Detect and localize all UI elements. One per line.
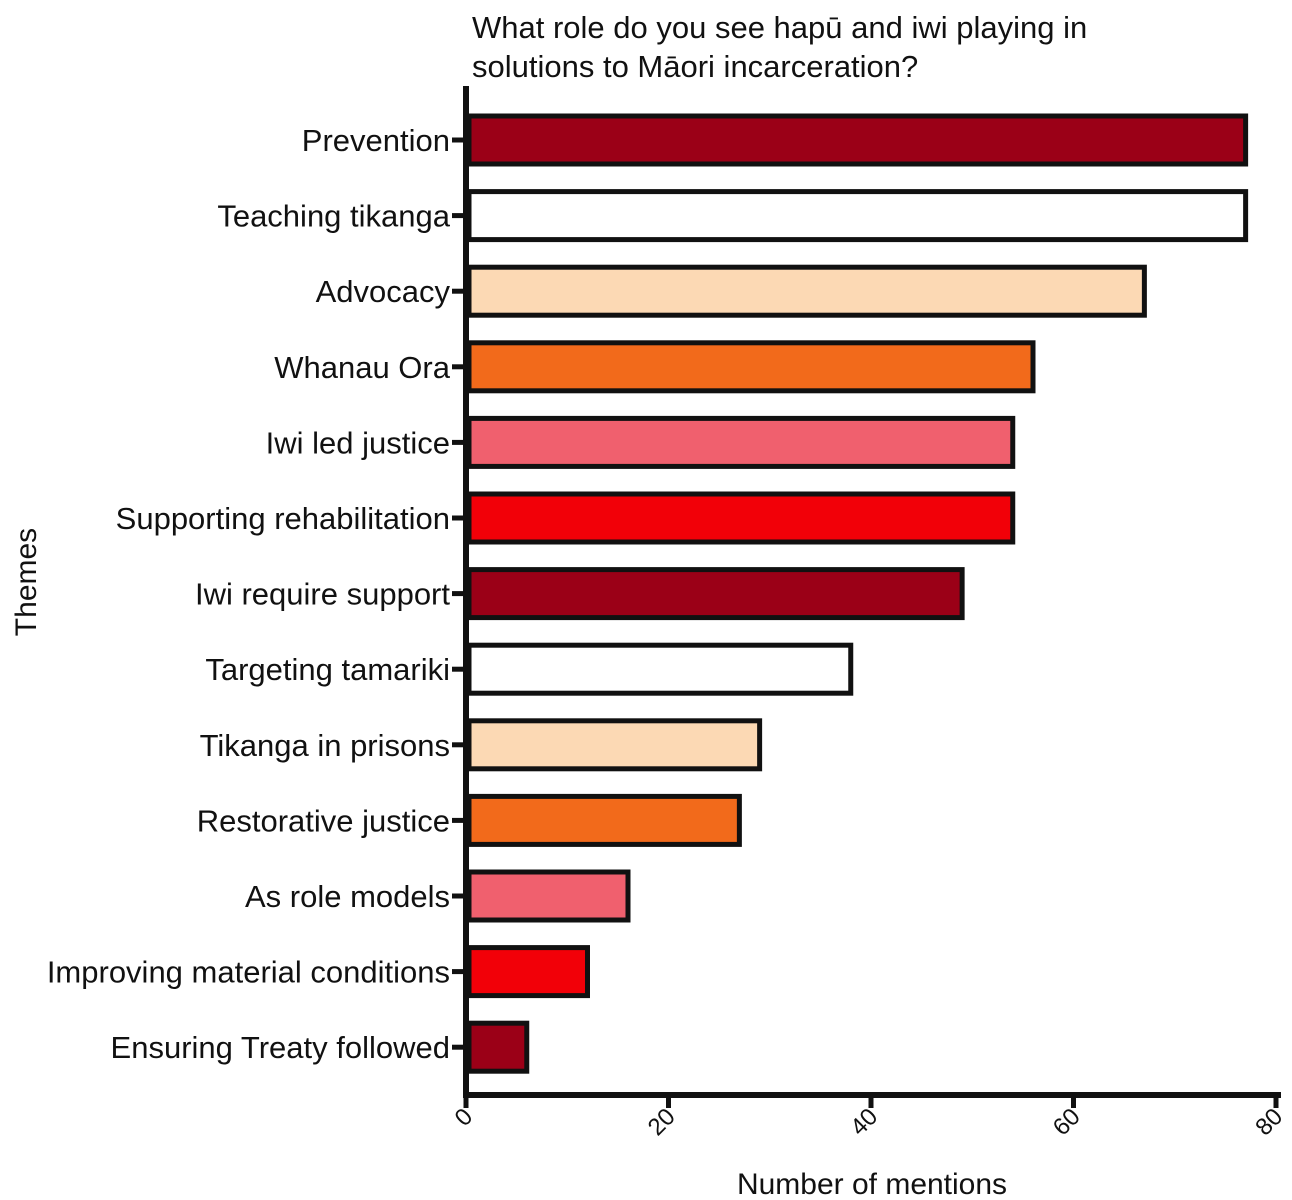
category-label-6: Iwi require support (195, 577, 450, 612)
category-label-7: Targeting tamariki (205, 652, 450, 687)
category-label-4: Iwi led justice (266, 425, 450, 460)
chart-title-line-1: What role do you see hapū and iwi playin… (472, 10, 1088, 45)
x-tick-label-2: 40 (845, 1103, 883, 1141)
category-label-8: Tikanga in prisons (200, 728, 450, 763)
category-label-5: Supporting rehabilitation (116, 501, 450, 536)
chart-title: What role do you see hapū and iwi playin… (472, 8, 1272, 86)
x-axis-label: Number of mentions (737, 1168, 1007, 1200)
bar-10 (466, 869, 631, 923)
bar-8 (466, 718, 763, 772)
bar-1 (466, 189, 1249, 243)
bar-11 (466, 945, 590, 999)
y-axis-label: Themes (10, 528, 43, 636)
bar-7 (466, 642, 854, 696)
category-label-2: Advocacy (316, 274, 451, 309)
x-tick-label-1: 20 (643, 1103, 681, 1141)
bar-12 (466, 1020, 530, 1074)
chart-title-line-2: solutions to Māori incarceration? (472, 49, 919, 84)
bar-2 (466, 264, 1147, 318)
bar-5 (466, 491, 1016, 545)
bar-3 (466, 340, 1036, 394)
bar-0 (466, 113, 1249, 167)
category-label-10: As role models (245, 879, 450, 914)
category-label-9: Restorative justice (197, 803, 450, 838)
labels-layer: Prevention Teaching tikanga Advocacy Whanau… (47, 123, 1288, 1141)
bar-9 (466, 793, 742, 847)
bar-6 (466, 567, 965, 621)
bars-layer (466, 113, 1249, 1074)
category-label-1: Teaching tikanga (217, 199, 450, 234)
category-label-12: Ensuring Treaty followed (111, 1030, 450, 1065)
x-tick-label-3: 60 (1048, 1103, 1086, 1141)
category-label-3: Whanau Ora (274, 350, 451, 385)
ticks-layer (452, 137, 1279, 1108)
category-label-11: Improving material conditions (47, 955, 450, 990)
x-tick-label-4: 80 (1250, 1103, 1288, 1141)
bar-4 (466, 415, 1016, 469)
category-label-0: Prevention (302, 123, 450, 158)
